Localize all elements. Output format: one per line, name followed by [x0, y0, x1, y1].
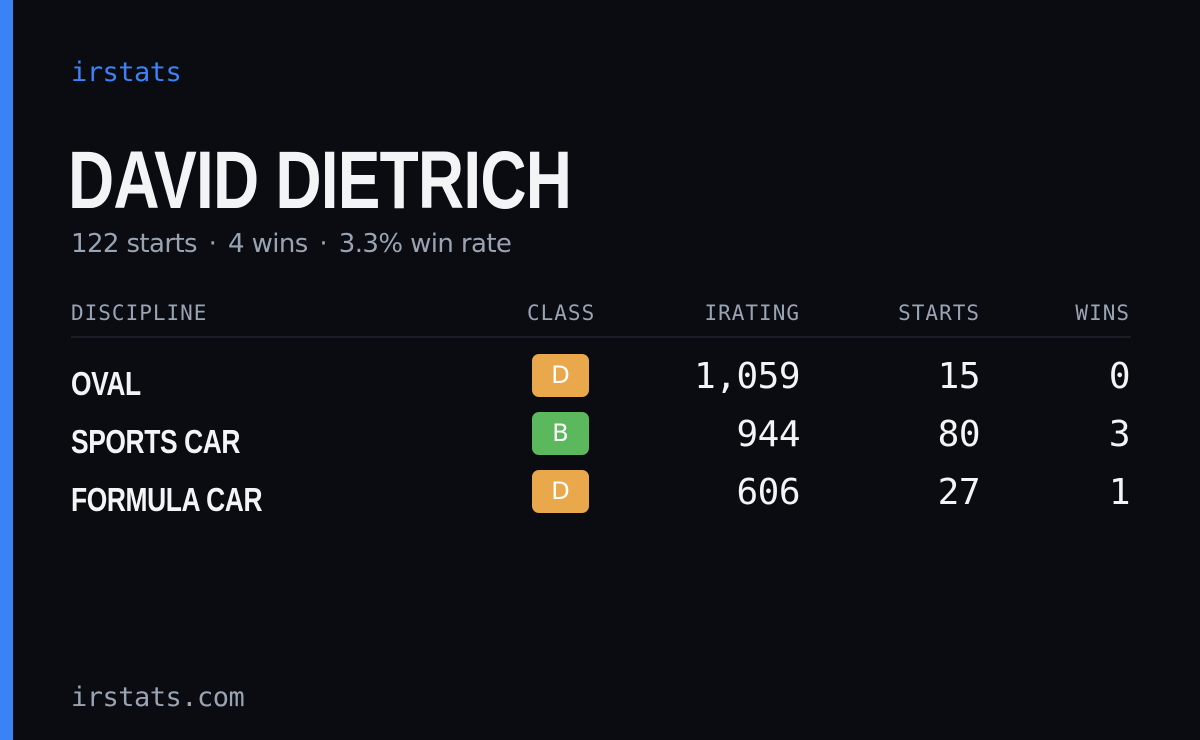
wins-value: 0: [1108, 356, 1131, 397]
header-starts: STARTS: [898, 301, 980, 325]
class-badge: D: [532, 354, 589, 397]
accent-bar: [0, 0, 13, 740]
wins-value: 3: [1108, 414, 1131, 455]
header-wins: WINS: [1075, 301, 1130, 325]
discipline-name: OVAL: [71, 365, 141, 402]
summary-separator: ·: [208, 229, 217, 259]
summary-win-rate: 3.3% win rate: [338, 229, 512, 259]
table-row: OVAL D 1,059 15 0: [71, 354, 1131, 412]
table-row: SPORTS CAR B 944 80 3: [71, 412, 1131, 470]
table-header: DISCIPLINE CLASS IRATING STARTS WINS: [71, 296, 1131, 338]
starts-value: 27: [937, 472, 981, 513]
irating-value: 606: [736, 472, 800, 513]
header-irating: IRATING: [704, 301, 800, 325]
discipline-name: FORMULA CAR: [71, 481, 263, 518]
summary-separator: ·: [319, 229, 328, 259]
table-body: OVAL D 1,059 15 0 SPORTS CAR B 944 80 3 …: [71, 354, 1131, 528]
wins-value: 1: [1108, 472, 1131, 513]
class-badge: D: [532, 470, 589, 513]
table-row: FORMULA CAR D 606 27 1: [71, 470, 1131, 528]
starts-value: 80: [937, 414, 981, 455]
header-class: CLASS: [527, 301, 596, 325]
class-badge: B: [532, 412, 589, 455]
summary-wins: 4 wins: [228, 229, 308, 259]
brand-logo: irstats: [71, 57, 182, 88]
header-discipline: DISCIPLINE: [71, 301, 208, 325]
driver-summary: 122 starts · 4 wins · 3.3% win rate: [71, 227, 512, 261]
discipline-name: SPORTS CAR: [71, 423, 241, 460]
irating-value: 1,059: [694, 356, 800, 397]
stats-table: DISCIPLINE CLASS IRATING STARTS WINS OVA…: [71, 296, 1131, 528]
footer-url: irstats.com: [71, 682, 245, 713]
irating-value: 944: [736, 414, 800, 455]
starts-value: 15: [937, 356, 981, 397]
driver-name: DAVID DIETRICH: [68, 135, 572, 226]
summary-starts: 122 starts: [71, 229, 198, 259]
